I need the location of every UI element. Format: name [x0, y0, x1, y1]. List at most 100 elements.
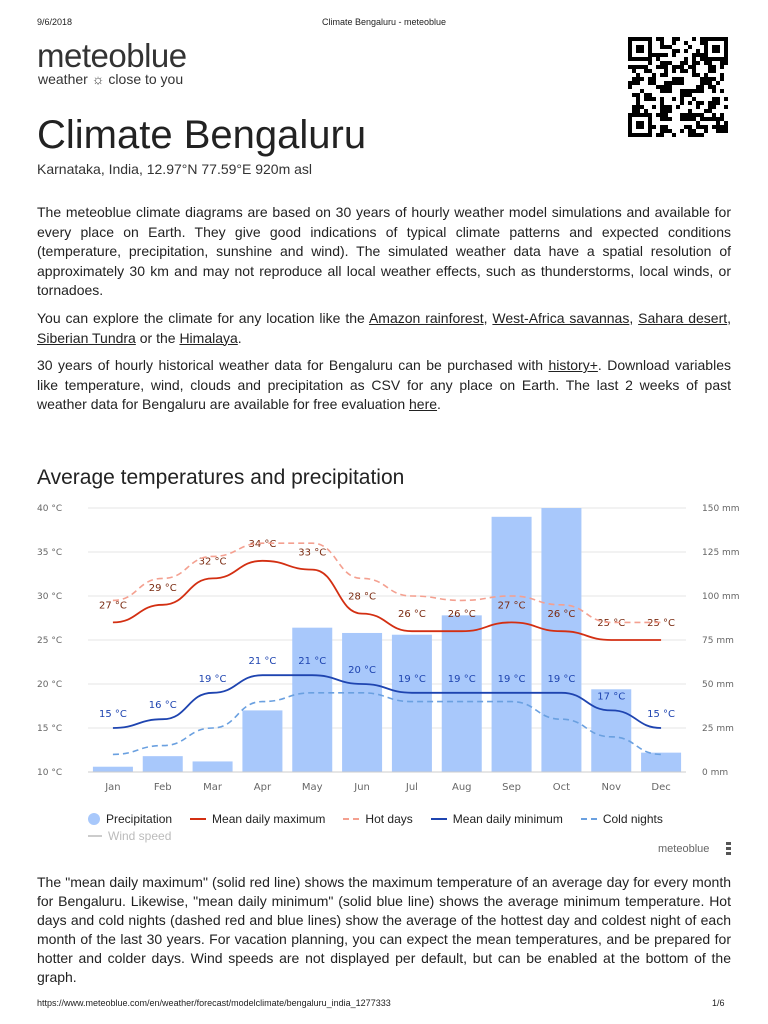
- x-tick: Jan: [104, 782, 120, 793]
- x-tick: May: [302, 782, 323, 793]
- qr-module: [628, 85, 632, 89]
- data-label: 27 °C: [498, 600, 526, 611]
- print-page: 1/6: [712, 998, 725, 1008]
- data-label: 20 °C: [348, 665, 376, 676]
- qr-module: [692, 97, 696, 101]
- logo[interactable]: meteoblue: [37, 37, 187, 74]
- data-label: 21 °C: [298, 656, 326, 667]
- qr-module: [672, 49, 676, 53]
- series-line-mean-daily-maximum: [112, 559, 662, 641]
- qr-module: [680, 61, 684, 65]
- precip-bar: [641, 752, 682, 772]
- qr-module: [684, 49, 688, 53]
- qr-module: [712, 97, 716, 101]
- x-tick: Feb: [154, 782, 172, 793]
- qr-module: [708, 85, 712, 89]
- link-west-africa[interactable]: West-Africa savannas: [492, 310, 630, 326]
- legend-label: Mean daily minimum: [452, 812, 563, 826]
- precip-bar: [491, 516, 532, 772]
- qr-module: [688, 117, 692, 121]
- data-label: 16 °C: [149, 700, 177, 711]
- link-history[interactable]: history+: [548, 357, 598, 373]
- qr-module: [700, 133, 704, 137]
- qr-module: [684, 41, 688, 45]
- qr-module: [664, 113, 668, 117]
- qr-module: [696, 73, 700, 77]
- qr-module: [696, 89, 700, 93]
- x-tick: Oct: [553, 782, 570, 793]
- qr-module: [680, 81, 684, 85]
- y-right-tick: 100 mm: [702, 592, 740, 602]
- qr-module: [680, 69, 684, 73]
- y-left-tick: 15 °C: [37, 724, 62, 734]
- qr-module: [688, 101, 692, 105]
- chart-credit: meteoblue: [658, 843, 710, 855]
- qr-module: [632, 69, 636, 73]
- chart-menu-icon[interactable]: [726, 842, 731, 855]
- legend-mean-min[interactable]: Mean daily minimum: [430, 812, 563, 826]
- qr-module: [640, 89, 644, 93]
- print-title: Climate Bengaluru - meteoblue: [321, 17, 447, 27]
- qr-module: [724, 121, 728, 125]
- qr-module: [692, 69, 696, 73]
- qr-module: [660, 117, 664, 121]
- qr-finder-center: [636, 45, 644, 53]
- qr-module: [660, 133, 664, 137]
- qr-module: [636, 101, 640, 105]
- legend-cold-nights[interactable]: Cold nights: [580, 812, 663, 826]
- qr-module: [660, 41, 664, 45]
- qr-module: [724, 97, 728, 101]
- qr-module: [716, 81, 720, 85]
- data-label: 26 °C: [448, 609, 476, 620]
- qr-module: [648, 81, 652, 85]
- qr-module: [696, 85, 700, 89]
- data-label: 26 °C: [547, 609, 575, 620]
- qr-module: [712, 125, 716, 129]
- qr-module: [672, 37, 676, 41]
- qr-module: [692, 129, 696, 133]
- qr-module: [672, 81, 676, 85]
- y-right-tick: 25 mm: [702, 724, 734, 734]
- y-right-tick: 125 mm: [702, 548, 740, 558]
- qr-module: [696, 133, 700, 137]
- qr-module: [660, 97, 664, 101]
- qr-module: [668, 61, 672, 65]
- qr-module: [688, 65, 692, 69]
- qr-module: [720, 73, 724, 77]
- legend-hot-days[interactable]: Hot days: [343, 812, 413, 826]
- qr-module: [708, 81, 712, 85]
- qr-module: [656, 53, 660, 57]
- qr-module: [720, 77, 724, 81]
- link-here[interactable]: here: [409, 396, 438, 412]
- qr-module: [680, 101, 684, 105]
- link-amazon[interactable]: Amazon rainforest: [368, 310, 484, 326]
- qr-module: [712, 117, 716, 121]
- legend-precipitation[interactable]: Precipitation: [88, 812, 172, 826]
- qr-module: [692, 73, 696, 77]
- qr-module: [632, 105, 636, 109]
- qr-module: [660, 37, 664, 41]
- qr-module: [664, 89, 668, 93]
- link-siberian[interactable]: Siberian Tundra: [37, 329, 136, 346]
- qr-module: [684, 89, 688, 93]
- qr-module: [700, 101, 704, 105]
- qr-module: [684, 125, 688, 129]
- qr-module: [700, 125, 704, 129]
- data-label: 34 °C: [248, 539, 276, 550]
- text: . Download variables like temperature, w…: [37, 357, 731, 412]
- link-himalaya[interactable]: Himalaya: [179, 329, 238, 346]
- qr-module: [660, 125, 664, 129]
- qr-module: [684, 57, 688, 61]
- print-date: 9/6/2018: [37, 17, 73, 27]
- link-sahara[interactable]: Sahara desert: [638, 310, 728, 326]
- qr-module: [724, 125, 728, 129]
- qr-module: [688, 113, 692, 117]
- series-line-cold-nights: [112, 692, 662, 756]
- y-right-tick: 50 mm: [702, 680, 734, 690]
- legend-wind-speed[interactable]: Wind speed: [88, 829, 171, 843]
- legend-mean-max[interactable]: Mean daily maximum: [190, 812, 325, 826]
- data-label: 27 °C: [99, 600, 127, 611]
- qr-module: [680, 97, 684, 101]
- y-right-tick: 150 mm: [702, 504, 740, 514]
- dashed-line-icon: [343, 818, 360, 820]
